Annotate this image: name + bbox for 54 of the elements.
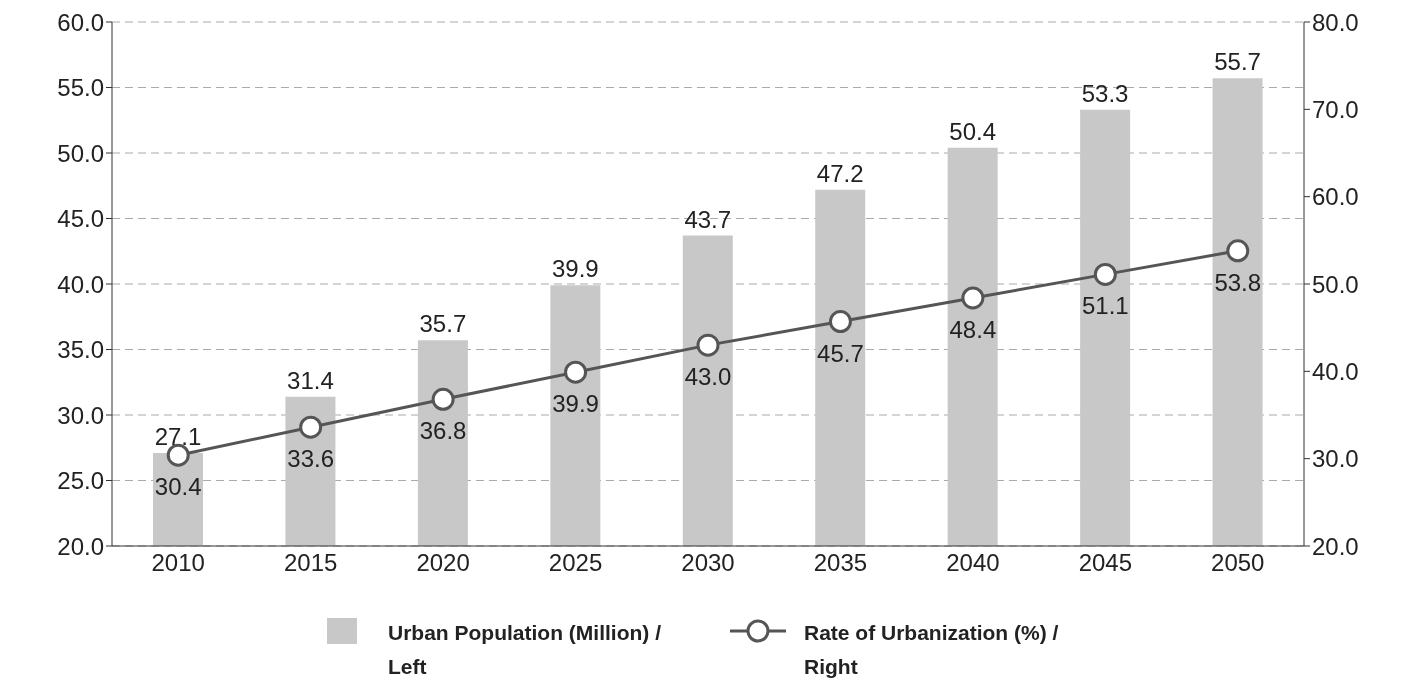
x-tick-label: 2035 <box>813 549 868 577</box>
y2-tick-label: 40.0 <box>1312 357 1359 385</box>
x-tick-label: 2020 <box>416 549 470 577</box>
y-tick-label: 20.0 <box>57 532 104 560</box>
data-label: 35.7 <box>419 310 467 338</box>
legend-label: Urban Population (Million) / Left <box>388 620 662 680</box>
x-tick-label: 2025 <box>548 549 603 577</box>
x-tick-label: 2030 <box>681 549 735 577</box>
data-label: 50.4 <box>949 117 997 145</box>
data-label: 47.2 <box>816 159 864 187</box>
data-label: 36.8 <box>419 417 467 445</box>
legend-label: Rate of Urbanization (%) / Right <box>804 620 1060 680</box>
x-tick-label: 2045 <box>1078 549 1133 577</box>
x-tick-label: 2040 <box>946 549 1000 577</box>
x-tick-label: 2050 <box>1211 549 1265 577</box>
point <box>1226 239 1250 263</box>
y-tick-label: 30.0 <box>57 401 104 429</box>
y-tick-label: 35.0 <box>57 336 104 364</box>
y-tick-label: 40.0 <box>57 270 104 298</box>
data-label: 53.3 <box>1081 79 1129 107</box>
data-label: 39.9 <box>551 255 599 283</box>
y-tick-label: 55.0 <box>57 74 104 102</box>
data-label: 48.4 <box>949 315 997 343</box>
point <box>431 387 455 411</box>
data-label: 31.4 <box>287 366 334 394</box>
y-tick-label: 25.0 <box>57 467 104 495</box>
x-tick-label: 2015 <box>283 549 338 577</box>
point <box>166 443 190 467</box>
y2-tick-label: 70.0 <box>1312 95 1359 123</box>
point <box>961 286 985 310</box>
data-label: 45.7 <box>817 339 864 367</box>
data-label: 27.1 <box>154 422 202 450</box>
y2-tick-label: 20.0 <box>1312 532 1359 560</box>
y-tick-label: 60.0 <box>57 8 104 36</box>
y2-tick-label: 30.0 <box>1312 445 1359 473</box>
data-label: 43.0 <box>684 363 732 391</box>
point <box>564 360 588 384</box>
y2-tick-label: 50.0 <box>1312 270 1359 298</box>
x-tick-label: 2010 <box>151 549 205 577</box>
y2-tick-label: 60.0 <box>1312 183 1359 211</box>
data-label: 39.9 <box>552 390 599 418</box>
data-label: 30.4 <box>154 473 202 501</box>
point <box>1093 262 1117 286</box>
point <box>696 333 720 357</box>
data-label: 53.8 <box>1214 268 1262 296</box>
point <box>828 310 852 334</box>
y-tick-label: 50.0 <box>57 139 104 167</box>
point <box>299 415 323 439</box>
data-label: 55.7 <box>1214 48 1261 76</box>
y2-tick-label: 80.0 <box>1312 8 1359 36</box>
data-label: 43.7 <box>684 205 732 233</box>
data-label: 51.1 <box>1081 292 1129 320</box>
data-label: 33.6 <box>287 445 335 473</box>
y-tick-label: 45.0 <box>57 205 104 233</box>
